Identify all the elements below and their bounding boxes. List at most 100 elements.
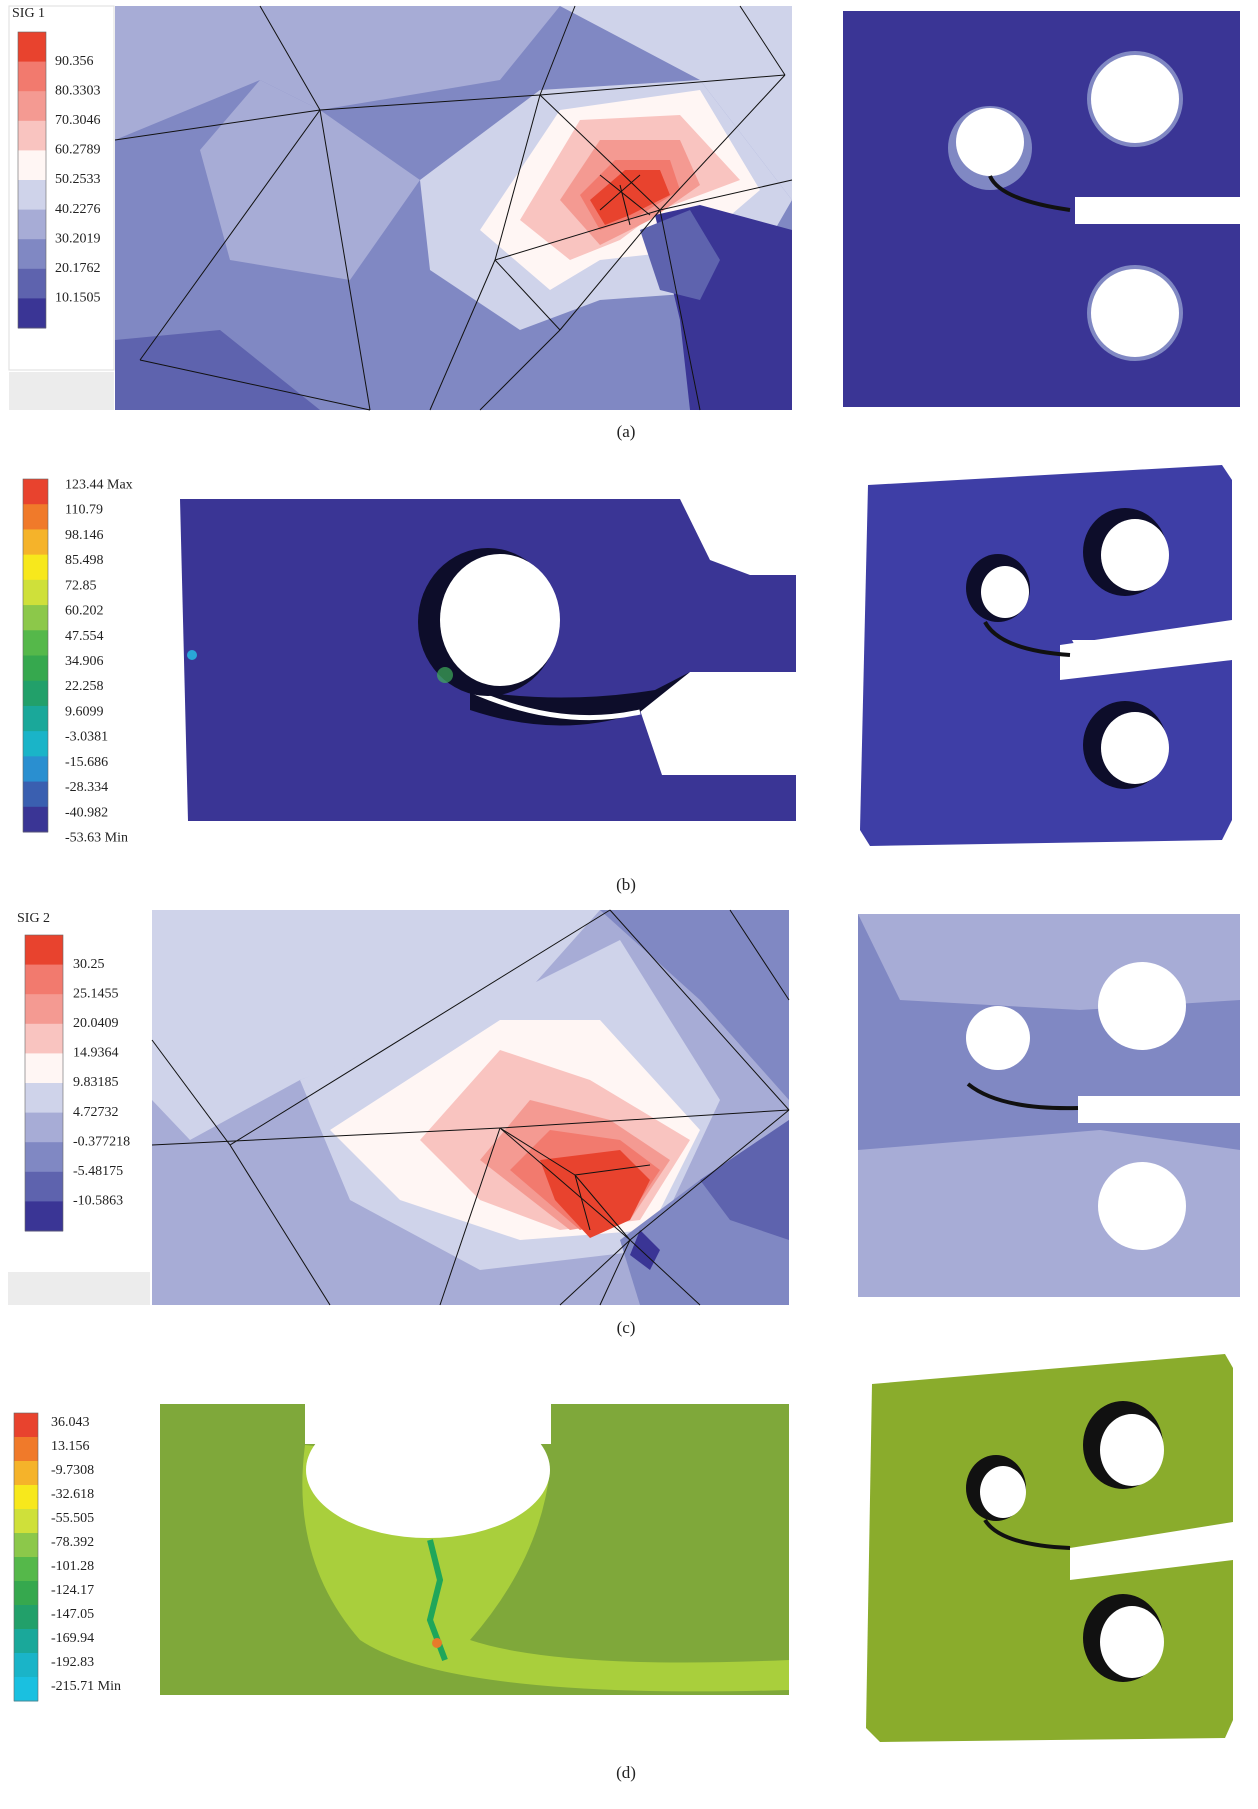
legend-swatch	[25, 1172, 63, 1202]
legend-label: 13.156	[51, 1439, 90, 1454]
legend-swatch	[23, 529, 48, 555]
legend-label: 9.83185	[73, 1075, 119, 1090]
legend-swatch	[25, 994, 63, 1024]
legend-swatch	[23, 807, 48, 833]
legend-label: 98.146	[65, 528, 104, 543]
caption: (c)	[617, 1318, 636, 1337]
legend-label: -28.334	[65, 780, 108, 795]
legend-swatch	[23, 580, 48, 606]
legend-swatch	[14, 1509, 38, 1534]
panel-b: (b)	[180, 465, 1232, 894]
page: {"panels": [ {"legend_title": "SIG 1", "…	[0, 0, 1258, 1804]
legend-swatch	[25, 965, 63, 995]
legend-label: -3.0381	[65, 730, 108, 745]
legend-label: -53.63 Min	[65, 831, 128, 846]
panel-c: SIG 2	[8, 910, 1240, 1337]
caption: (a)	[617, 422, 636, 441]
legend-swatch	[25, 1113, 63, 1143]
legend-swatch	[18, 210, 46, 240]
legend-swatch	[14, 1677, 38, 1702]
legend-label: -9.7308	[51, 1463, 94, 1478]
legend-label: 10.1505	[55, 291, 101, 306]
legend-label: 60.2789	[55, 143, 101, 158]
legend-label: 90.356	[55, 54, 94, 69]
legend-label: 123.44 Max	[65, 478, 133, 493]
panel-a: SIG 1	[9, 6, 1241, 441]
legend-swatch	[25, 1083, 63, 1113]
legend-swatch	[14, 1461, 38, 1486]
legend-label: 72.85	[65, 578, 97, 593]
legend-label: 30.2019	[55, 231, 101, 246]
contour-plot	[152, 910, 789, 1305]
legend-swatch	[23, 555, 48, 581]
contour-plot	[115, 6, 792, 410]
legend-label: 47.554	[65, 629, 104, 644]
legend-label: -124.17	[51, 1583, 94, 1598]
legend-swatch	[14, 1533, 38, 1558]
legend-swatch	[23, 656, 48, 682]
legend-swatch	[23, 630, 48, 656]
legend-swatch	[23, 479, 48, 505]
legend-swatch	[25, 1053, 63, 1083]
legend-label: -215.71 Min	[51, 1679, 121, 1694]
legend-swatch	[14, 1605, 38, 1630]
legend-label: 20.1762	[55, 261, 101, 276]
legend-label: 22.258	[65, 679, 104, 694]
legend-label: -78.392	[51, 1535, 94, 1550]
legend-swatch	[18, 298, 46, 328]
legend-swatch	[23, 504, 48, 530]
legend-swatch	[25, 1024, 63, 1054]
plate-view	[858, 914, 1240, 1297]
legend-label: 60.202	[65, 604, 104, 619]
legend-swatch	[23, 706, 48, 732]
caption: (b)	[616, 875, 636, 894]
legend-label: 34.906	[65, 654, 104, 669]
figure: SIG 1	[0, 0, 1258, 1804]
legend-label: 25.1455	[73, 986, 119, 1001]
legend-label: -101.28	[51, 1559, 94, 1574]
plate-view	[860, 465, 1232, 846]
legend-label: 30.25	[73, 957, 105, 972]
legend-swatch	[18, 62, 46, 92]
legend-swatch	[18, 121, 46, 151]
legend-swatch	[14, 1437, 38, 1462]
legend-label: 36.043	[51, 1415, 90, 1430]
legend-label: 4.72732	[73, 1105, 119, 1120]
legend-label: -32.618	[51, 1487, 94, 1502]
legend-swatch	[23, 605, 48, 631]
legend-label: 9.6099	[65, 704, 104, 719]
plate-view	[843, 11, 1241, 407]
legend-label: -55.505	[51, 1511, 94, 1526]
legend-swatch	[23, 782, 48, 808]
legend-swatch	[23, 681, 48, 707]
panel-d: (d)	[160, 1354, 1233, 1782]
legend-label: -147.05	[51, 1607, 94, 1622]
legend-label: 80.3303	[55, 83, 101, 98]
legend-swatch	[23, 731, 48, 757]
contour-plot	[180, 499, 796, 821]
legend-label: 40.2276	[55, 202, 101, 217]
legend-swatch	[18, 32, 46, 62]
legend-title: SIG 2	[17, 911, 50, 926]
contour-plot	[160, 1402, 789, 1695]
legend-swatch	[14, 1485, 38, 1510]
legend-swatch	[18, 91, 46, 121]
legend-label: -0.377218	[73, 1134, 130, 1149]
legend-label: -5.48175	[73, 1164, 123, 1179]
legend-label: 85.498	[65, 553, 104, 568]
legend-label: -192.83	[51, 1655, 94, 1670]
legend-swatch	[25, 935, 63, 965]
plate-view	[866, 1354, 1233, 1742]
legend-label: 110.79	[65, 503, 103, 518]
legend-swatch	[14, 1413, 38, 1438]
legend-swatch	[14, 1581, 38, 1606]
legend-swatch	[14, 1629, 38, 1654]
legend-label: 70.3046	[55, 113, 101, 128]
legend-label: 14.9364	[73, 1046, 119, 1061]
legend-footer	[9, 372, 114, 410]
legend-label: -169.94	[51, 1631, 94, 1646]
legend-swatch	[18, 269, 46, 299]
legend-swatch	[18, 239, 46, 269]
legend-swatch	[14, 1557, 38, 1582]
legend-swatch	[18, 150, 46, 180]
